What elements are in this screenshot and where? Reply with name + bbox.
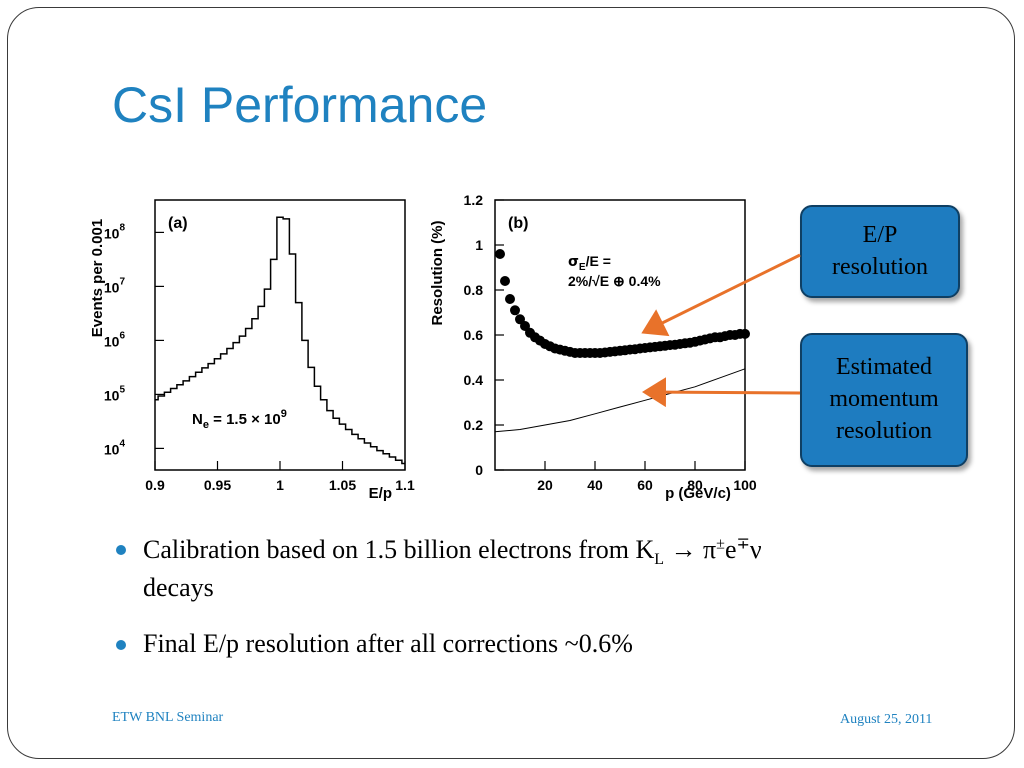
footer-left: ETW BNL Seminar	[112, 710, 224, 725]
plot-a-y-tick-exp: 4	[119, 438, 125, 449]
plot-b-y-tick-label: 0.8	[464, 282, 484, 298]
plot-b-point	[505, 294, 515, 304]
plot-a-y-tick-label: 104	[104, 438, 126, 457]
plot-a-histogram	[155, 216, 405, 465]
plot-b-y-tick-label: 0.4	[464, 372, 484, 388]
callout-mom-line1: Estimated	[836, 354, 932, 381]
plot-b-point	[740, 328, 750, 339]
plot-b-point	[500, 276, 510, 286]
plot-b-x-tick-label: 20	[537, 477, 553, 493]
plot-a-x-tick-label: 1.1	[395, 477, 415, 493]
plot-b-annotation-sigma: σ	[568, 254, 579, 270]
plot-a-y-tick-base: 10	[104, 387, 120, 403]
plot-a-annotation-prefix: N	[192, 411, 203, 428]
plot-a-y-tick-exp: 5	[119, 384, 125, 395]
plot-a-y-tick-base: 10	[104, 279, 120, 295]
plot-b-point	[510, 305, 520, 316]
plot-a-x-tick-labels: 0.9 0.95 1 1.05 1.1	[145, 477, 415, 493]
plot-b-y-tick-label: 1.2	[464, 192, 484, 208]
plot-a-panel-label: (a)	[168, 215, 188, 232]
bullet-1-sub-l: L	[654, 551, 665, 569]
callout-ep-line1: E/P	[862, 221, 898, 248]
footer-right: August 25, 2011	[840, 712, 933, 727]
callout-ep-line2: resolution	[832, 253, 928, 280]
bullet-dot-2	[116, 640, 126, 650]
slide-title: CsI Performance	[112, 77, 488, 133]
plot-a-y-tick-base: 10	[104, 333, 120, 349]
plot-a-y-tick-exp: 7	[119, 276, 125, 287]
plot-a-x-tick-label: 1	[276, 477, 284, 493]
plot-b-y-tick-label: 1	[475, 237, 483, 253]
plot-b: (b) σE/E = 2%/√E ⊕ 0.4% 20 40 60 80 100 0 0.2…	[429, 192, 757, 502]
plot-a-annotation-sub: e	[203, 419, 209, 431]
plot-a-y-tick-exp: 6	[119, 330, 125, 341]
plot-b-momentum-curve	[494, 368, 746, 433]
plot-b-x-tick-label: 100	[733, 477, 757, 493]
plot-a-y-tick-label: 107	[104, 276, 126, 295]
plot-a-y-tick-label: 108	[104, 222, 126, 241]
bullet-dot-1	[116, 545, 126, 555]
plot-a-y-tick-exp: 8	[119, 222, 125, 233]
plot-b-x-tick-labels: 20 40 60 80 100	[537, 477, 757, 493]
plot-a-y-tick-base: 10	[104, 225, 120, 241]
plot-b-panel-label: (b)	[508, 215, 528, 232]
plot-b-x-label: p (GeV/c)	[665, 485, 731, 502]
plot-b-annotation-eq: /E =	[586, 253, 611, 269]
bullet-1: Calibration based on 1.5 billion electro…	[143, 533, 983, 605]
plot-a-y-tick-base: 10	[104, 441, 120, 457]
plot-a-y-tick-label: 105	[104, 384, 126, 403]
plot-a-x-tick-label: 0.95	[204, 477, 231, 493]
plot-b-annotation-line2: 2%/√E ⊕ 0.4%	[568, 273, 661, 289]
bullet-1-arrow-pi: → π	[664, 535, 717, 564]
arrow-to-ep-points	[641, 253, 801, 337]
plot-b-y-tick-label: 0	[475, 462, 483, 478]
plot-a-annotation: Ne = 1.5 × 109	[192, 408, 287, 431]
plot-b-ticks	[495, 199, 746, 471]
plot-b-y-tick-label: 0.2	[464, 417, 484, 433]
plot-a: (a) Ne = 1.5 × 109 0.9 0.95 1 1.05 1.1 10410…	[89, 199, 415, 502]
bullet-1-e: e	[724, 535, 737, 564]
callout-momentum-resolution: Estimated momentum resolution	[800, 333, 968, 467]
bullet-1-text: Calibration based on 1.5 billion electro…	[143, 535, 655, 564]
plot-a-annotation-sup: 9	[281, 408, 287, 420]
plot-b-x-tick-label: 60	[637, 477, 653, 493]
plot-a-x-label: E/p	[369, 485, 392, 502]
plot-b-y-label: Resolution (%)	[429, 221, 446, 326]
plot-a-ticks	[154, 231, 406, 470]
plot-b-annotation-sub: E	[579, 262, 586, 273]
plot-b-point	[495, 249, 505, 259]
plot-b-points	[495, 249, 750, 358]
plot-a-x-tick-label: 0.9	[145, 477, 165, 493]
bullet-2: Final E/p resolution after all correctio…	[143, 629, 633, 658]
plot-b-x-tick-label: 80	[687, 477, 703, 493]
plot-b-y-tick-label: 0.6	[464, 327, 484, 343]
plot-a-y-label: Events per 0.001	[89, 219, 106, 337]
plot-a-annotation-middle: = 1.5 × 10	[209, 411, 281, 428]
callout-mom-line3: resolution	[835, 417, 932, 444]
arrow-to-momentum-curve	[642, 377, 801, 408]
bullet-1-sup-pm: ±	[716, 535, 725, 553]
bullet-1-sup-mp: ∓	[736, 535, 750, 553]
bullet-1-continuation: decays	[143, 572, 214, 602]
plot-b-x-tick-label: 40	[587, 477, 603, 493]
bullet-1-nu: ν	[749, 535, 762, 564]
plot-b-y-tick-labels: 0 0.2 0.4 0.6 0.8 1 1.2	[464, 192, 484, 478]
plot-a-y-tick-label: 106	[104, 330, 126, 349]
plot-b-annotation-line1: σE/E =	[568, 253, 611, 273]
plot-a-x-tick-label: 1.05	[329, 477, 356, 493]
callout-mom-line2: momentum	[829, 386, 939, 413]
callout-ep-resolution: E/P resolution	[800, 205, 960, 298]
